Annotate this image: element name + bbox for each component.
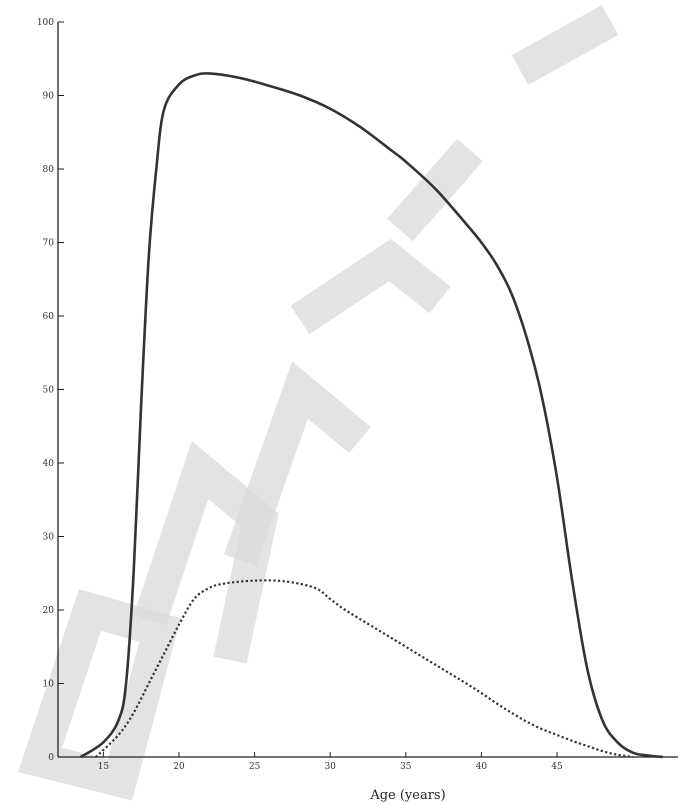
x-tick-label: 40 (476, 762, 488, 772)
x-tick-label: 35 (400, 762, 412, 772)
y-tick-label: 100 (37, 18, 54, 28)
y-tick-label: 60 (43, 312, 55, 322)
y-tick-label: 70 (43, 239, 55, 249)
y-tick-label: 40 (43, 459, 55, 469)
x-axis-label: Age (years) (369, 788, 445, 803)
y-tick-label: 90 (43, 92, 55, 102)
x-tick-label: 15 (98, 762, 110, 772)
axes: 0 10 20 30 40 50 60 70 80 90 100 15 20 25 30 35 40 45 (37, 18, 678, 772)
y-tick-label: 20 (43, 606, 55, 616)
x-tick-label: 45 (551, 762, 563, 772)
y-tick-label: 10 (43, 680, 55, 690)
solid-series-line (79, 72, 664, 759)
y-tick-label: 0 (48, 753, 54, 763)
y-tick-label: 50 (43, 386, 55, 396)
y-tick-label: 80 (43, 165, 55, 175)
x-tick-label: 30 (324, 762, 336, 772)
dotted-series-line (95, 579, 633, 759)
x-tick-label: 25 (249, 762, 261, 772)
series-layer (79, 72, 664, 759)
x-tick-label: 20 (173, 762, 185, 772)
y-tick-label: 30 (43, 533, 55, 543)
watermark (18, 5, 619, 801)
